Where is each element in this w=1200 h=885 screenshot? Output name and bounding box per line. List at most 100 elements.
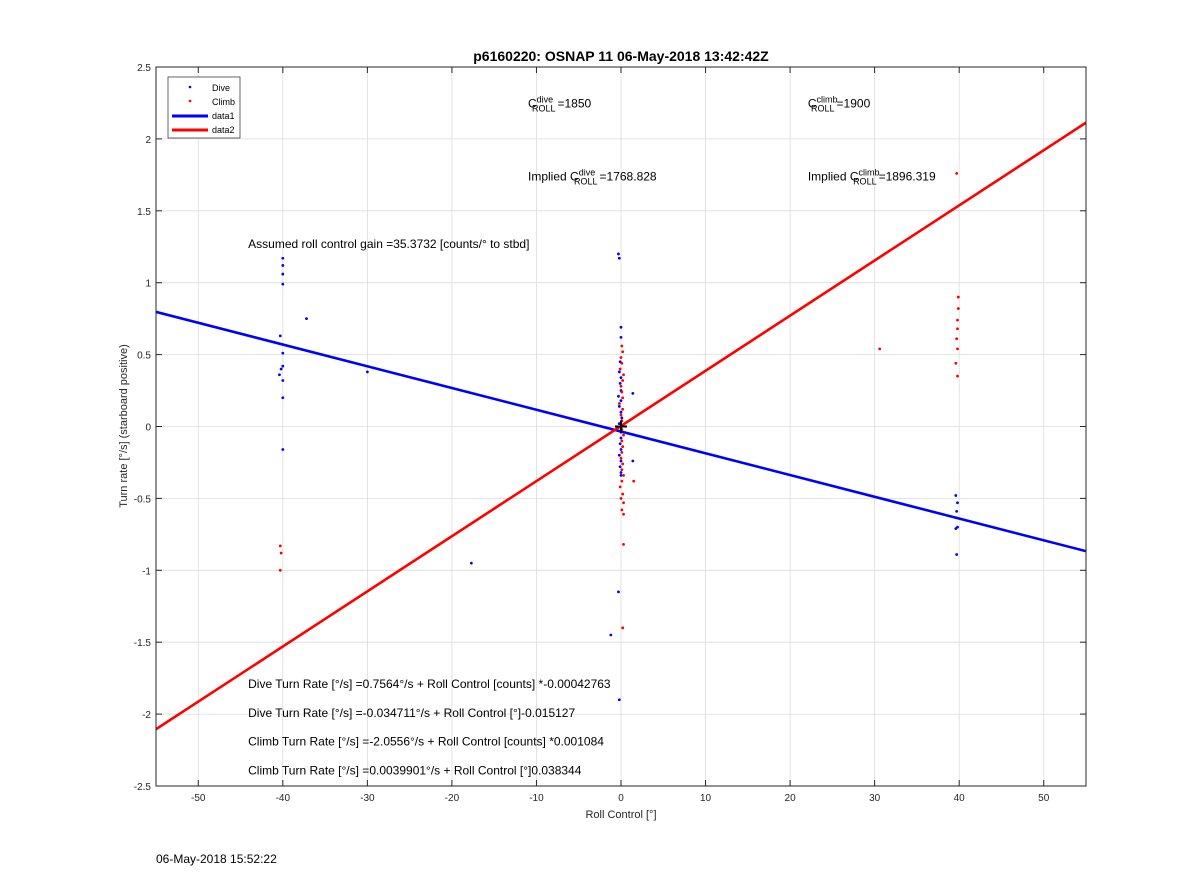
dive-point — [278, 334, 282, 338]
x-tick-label: 50 — [1038, 793, 1050, 804]
dive-point — [617, 590, 620, 594]
chart-title: p6160220: OSNAP 11 06-May-2018 13:42:42Z — [473, 48, 769, 64]
y-tick-label: 2 — [145, 135, 151, 146]
climb-point — [621, 379, 625, 382]
dive-point — [619, 335, 623, 339]
dive-point — [956, 501, 959, 505]
dive-point — [955, 509, 959, 513]
climb-point — [622, 501, 625, 505]
climb-point — [621, 445, 625, 449]
dive-point — [619, 471, 623, 474]
legend: Dive Climb data1 data2 — [167, 76, 241, 139]
dive-point — [617, 256, 621, 260]
x-tick-label: -10 — [529, 793, 544, 804]
climb-point — [956, 318, 959, 322]
dive-point — [281, 448, 285, 451]
x-tick-label: -50 — [191, 793, 206, 804]
climb-point — [621, 492, 625, 496]
climb-point — [621, 396, 625, 400]
dive-point — [617, 394, 620, 398]
climb-point — [619, 497, 623, 500]
dive-point — [619, 473, 623, 477]
y-tick-label: -0.5 — [134, 494, 152, 505]
climb-point — [620, 508, 624, 512]
dive-point — [618, 381, 622, 385]
climb-point — [619, 384, 623, 388]
implied-c-roll-dive-annotation: Implied Cdive ROLL =1768.828 — [528, 168, 657, 187]
dive-point — [279, 367, 283, 371]
y-tick-label: -1 — [142, 566, 151, 577]
x-tick-label: -40 — [276, 793, 291, 804]
climb-point — [279, 551, 283, 555]
dive-point — [955, 553, 959, 556]
climb-point — [278, 568, 282, 572]
dive-point — [619, 459, 623, 463]
climb-point — [617, 402, 621, 405]
y-axis-title: Turn rate [°/s] (starboard positive) — [118, 344, 130, 508]
dive-point — [469, 561, 473, 565]
c-roll-dive-annotation: Cdive ROLL =1850 — [528, 94, 592, 113]
climb-point — [622, 433, 625, 437]
eq4-annotation: Climb Turn Rate [°/s] =0.0039901°/s + Ro… — [248, 763, 582, 777]
y-tick-label: 2.5 — [137, 63, 151, 74]
dive-point — [281, 364, 285, 368]
climb-point — [955, 172, 959, 175]
y-tick-label: 0.5 — [137, 351, 151, 362]
dive-point — [631, 392, 635, 395]
x-tick-label: -20 — [445, 793, 460, 804]
dive-point — [617, 698, 621, 702]
dive-point — [281, 282, 285, 286]
climb-point — [956, 374, 959, 378]
eq3-annotation: Climb Turn Rate [°/s] =-2.0556°/s + Roll… — [248, 735, 604, 749]
climb-point — [622, 543, 625, 546]
dive-point — [305, 317, 308, 321]
y-tick-label: 0 — [145, 423, 151, 434]
climb-point — [621, 407, 625, 411]
climb-point — [621, 626, 625, 630]
c-roll-climb-annotation: Cclimb ROLL =1900 — [808, 94, 871, 113]
legend-climb-marker — [188, 99, 192, 103]
x-axis-title: Roll Control [°] — [585, 809, 656, 821]
y-tick-label: -2.5 — [134, 782, 152, 793]
climb-point — [621, 462, 625, 466]
climb-point — [956, 295, 960, 299]
legend-climb-label: Climb — [212, 97, 235, 107]
dive-point — [954, 494, 958, 497]
climb-point — [622, 373, 625, 377]
climb-point — [620, 361, 624, 365]
x-tick-label: 20 — [785, 793, 797, 804]
dive-point — [281, 379, 285, 382]
dive-point — [281, 351, 285, 355]
implied-c-roll-climb-annotation: Implied Cclimb ROLL =1896.319 — [808, 168, 936, 187]
dive-point — [281, 396, 285, 400]
climb-point — [620, 390, 624, 394]
dive-point — [281, 256, 285, 260]
dive-point — [278, 373, 281, 377]
y-tick-label: 1.5 — [137, 207, 151, 218]
climb-point — [620, 450, 624, 454]
dive-point — [365, 370, 369, 374]
dive-point — [619, 410, 623, 414]
dive-point — [617, 370, 621, 374]
legend-data2-label: data2 — [212, 125, 235, 135]
climb-point — [622, 473, 625, 477]
climb-point — [620, 479, 624, 483]
y-tick-label: 1 — [145, 279, 151, 290]
dive-point — [609, 633, 613, 637]
y-tick-label: -2 — [142, 710, 151, 721]
climb-point — [878, 347, 882, 351]
annotations: Cdive ROLL =1850 Cclimb ROLL =1900 Implied Cdi… — [248, 94, 936, 777]
dive-point — [281, 272, 285, 276]
climb-point — [621, 350, 625, 354]
legend-dive-marker — [188, 85, 192, 89]
dive-point — [619, 325, 623, 329]
climb-point — [632, 479, 636, 483]
climb-point — [954, 361, 958, 365]
x-tick-label: 10 — [700, 793, 712, 804]
legend-dive-label: Dive — [212, 83, 230, 93]
dive-point — [281, 264, 285, 267]
footer-timestamp: 06-May-2018 15:52:22 — [156, 852, 277, 866]
climb-point — [956, 347, 959, 351]
dive-point — [617, 252, 620, 256]
